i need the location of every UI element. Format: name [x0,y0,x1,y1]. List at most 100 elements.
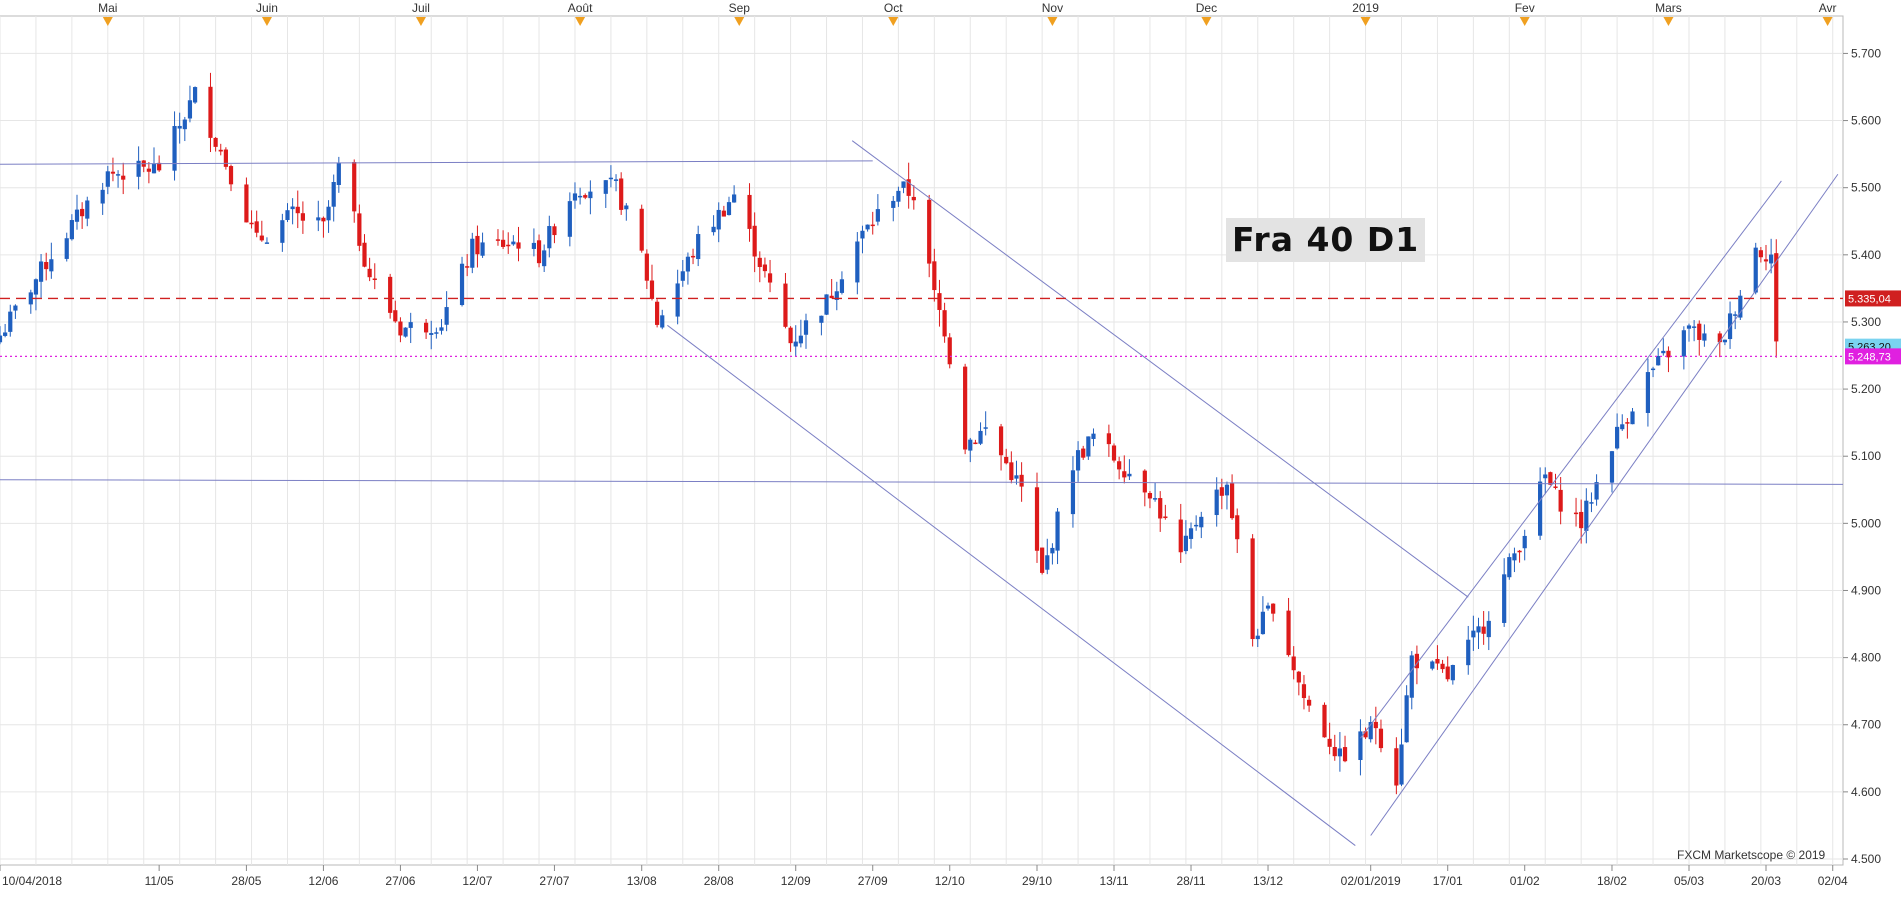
bearish-candle [357,213,362,246]
bullish-candle [875,209,880,222]
bullish-candle [732,194,737,203]
x-tick-label: 18/02 [1597,874,1627,888]
bearish-candle [762,264,768,272]
bearish-candle [495,239,501,241]
bullish-candle [64,238,69,259]
bearish-candle [1291,656,1296,671]
bullish-candle [403,327,408,337]
bullish-candle [1507,557,1512,578]
top-axis-label: Oct [884,1,903,15]
bullish-candle [38,261,44,282]
bearish-candle [649,280,655,299]
bullish-candle [1337,748,1342,757]
bearish-candle [393,310,398,322]
bearish-candle [1553,486,1558,488]
bearish-candle [1142,470,1147,493]
bearish-candle [295,206,300,214]
bearish-candle [644,253,649,281]
bearish-candle [516,242,521,249]
bearish-candle [362,242,367,267]
bullish-candle [1368,722,1373,740]
bullish-candle [115,174,121,176]
x-tick-label: 12/06 [308,874,338,888]
bullish-candle [470,238,475,268]
bullish-candle [100,189,105,204]
bearish-candle [1163,516,1168,519]
month-marker [1201,17,1212,26]
y-tick-label: 4.800 [1851,651,1881,665]
price-tag-label: 5.335,04 [1848,293,1891,305]
bearish-candle [501,239,506,247]
month-marker [1822,17,1833,26]
bullish-candle [1127,473,1132,477]
bearish-candle [423,322,429,333]
month-marker [102,17,113,26]
month-marker [1519,17,1530,26]
bearish-candle [757,257,762,267]
x-tick-label: 11/05 [145,874,174,888]
bullish-candle [1224,484,1230,496]
bearish-candle [1763,259,1769,262]
bullish-candle [978,430,983,444]
bullish-candle [603,180,608,194]
bearish-candle [1306,699,1312,706]
price-tag [1845,290,1901,307]
bullish-candle [572,193,578,201]
x-tick-label: 13/12 [1253,874,1283,888]
bearish-candle [870,224,875,227]
bearish-candle [1363,731,1368,738]
bullish-candle [1430,661,1435,669]
bullish-candle [1014,475,1019,479]
bullish-candle [408,322,413,328]
bearish-candle [783,283,788,327]
bearish-candle [80,208,85,217]
bullish-candle [547,226,552,249]
bearish-candle [1250,538,1255,640]
bullish-candle [434,332,439,334]
bullish-candle [1656,355,1661,366]
bullish-candle [711,226,716,233]
bearish-candle [1445,666,1450,680]
bullish-candle [177,125,182,129]
x-tick-label: 28/05 [231,874,261,888]
bearish-candle [157,162,162,171]
bullish-candle [1265,605,1271,609]
x-tick-label: 02/04 [1818,874,1848,888]
bearish-candle [788,327,793,344]
bearish-candle [1158,498,1163,519]
bullish-candle [1538,481,1543,536]
watermark: FXCM Marketscope © 2019 [1677,848,1826,862]
bearish-candle [1322,704,1327,738]
price-tag [1845,348,1901,365]
bullish-candle [290,206,295,210]
bullish-candle [1650,368,1656,371]
x-tick-label: 13/08 [627,874,657,888]
bearish-candle [1004,456,1009,464]
bullish-candle [1466,639,1471,666]
bearish-candle [932,261,937,291]
bearish-candle [372,278,377,281]
bearish-candle [1327,738,1332,747]
bullish-candle [1543,474,1548,479]
bullish-candle [1692,326,1697,328]
bearish-candle [583,195,588,198]
bearish-candle [829,295,834,299]
month-marker [575,17,586,26]
bullish-candle [1075,450,1081,471]
bullish-candle [1609,451,1615,483]
bearish-candle [1271,603,1276,614]
bullish-candle [1645,372,1651,413]
top-axis-label: Juil [412,1,430,15]
bullish-candle [439,327,444,331]
x-tick-label: 12/10 [935,874,965,888]
plot-area [0,15,1844,866]
bullish-candle [105,171,110,187]
bullish-candle [280,220,285,243]
bullish-candle [1055,511,1060,551]
bullish-candle [1615,426,1620,449]
bearish-candle [146,168,151,172]
x-tick-label: 27/07 [539,874,569,888]
bullish-candle [1620,424,1625,430]
x-tick-label: 02/01/2019 [1341,874,1401,888]
